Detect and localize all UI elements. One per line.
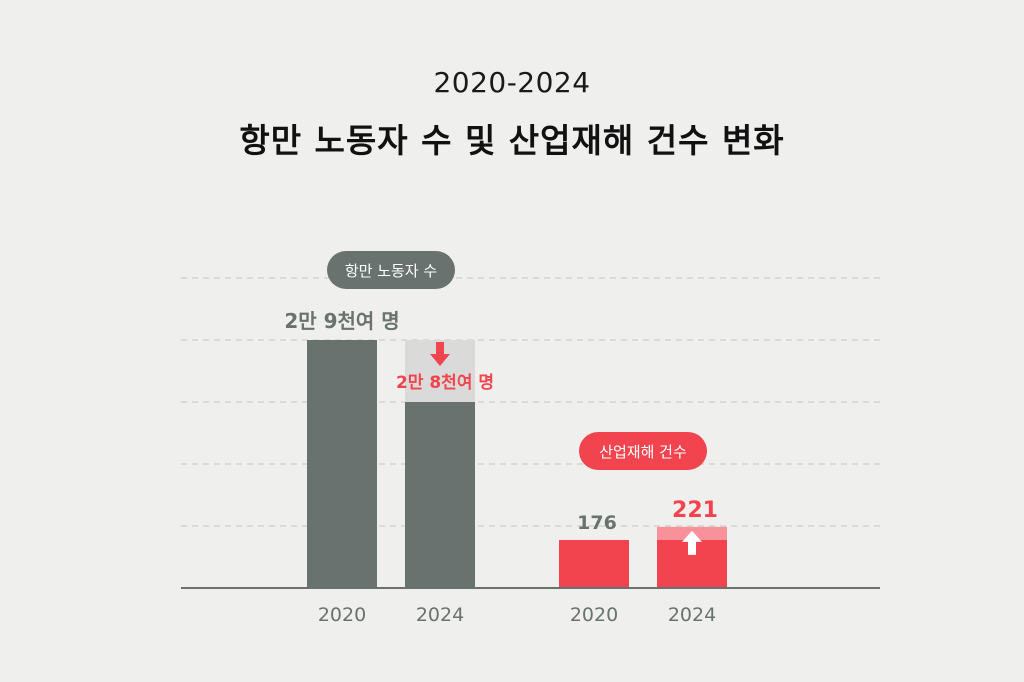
x-tick-label: 2024	[416, 604, 464, 626]
value-label-2024: 221	[672, 498, 718, 523]
x-tick-label: 2020	[570, 604, 618, 626]
series-pill	[327, 251, 455, 289]
bar-1-2020	[559, 540, 629, 588]
series-pill-label: 산업재해 건수	[599, 443, 687, 461]
arrow-up-icon	[682, 530, 702, 555]
value-label-2020: 2만 9천여 명	[284, 309, 399, 333]
chart-subtitle: 2020-2024	[433, 66, 591, 99]
chart-title: 항만 노동자 수 및 산업재해 건수 변화	[239, 121, 785, 160]
x-tick-label: 2024	[668, 604, 716, 626]
labels: 2만 9천여 명 2만 8천여 명 항만 노동자 수 2020 2024 176 221 산업…	[284, 251, 718, 626]
bar-0-2020	[307, 340, 377, 588]
series-pill	[579, 432, 707, 470]
series-pill-label: 항만 노동자 수	[345, 262, 437, 280]
arrow-down-icon	[430, 342, 450, 366]
bar-0-2024	[405, 402, 475, 588]
value-label-2020: 176	[577, 512, 617, 534]
value-label-2024: 2만 8천여 명	[396, 373, 494, 393]
x-tick-label: 2020	[318, 604, 366, 626]
